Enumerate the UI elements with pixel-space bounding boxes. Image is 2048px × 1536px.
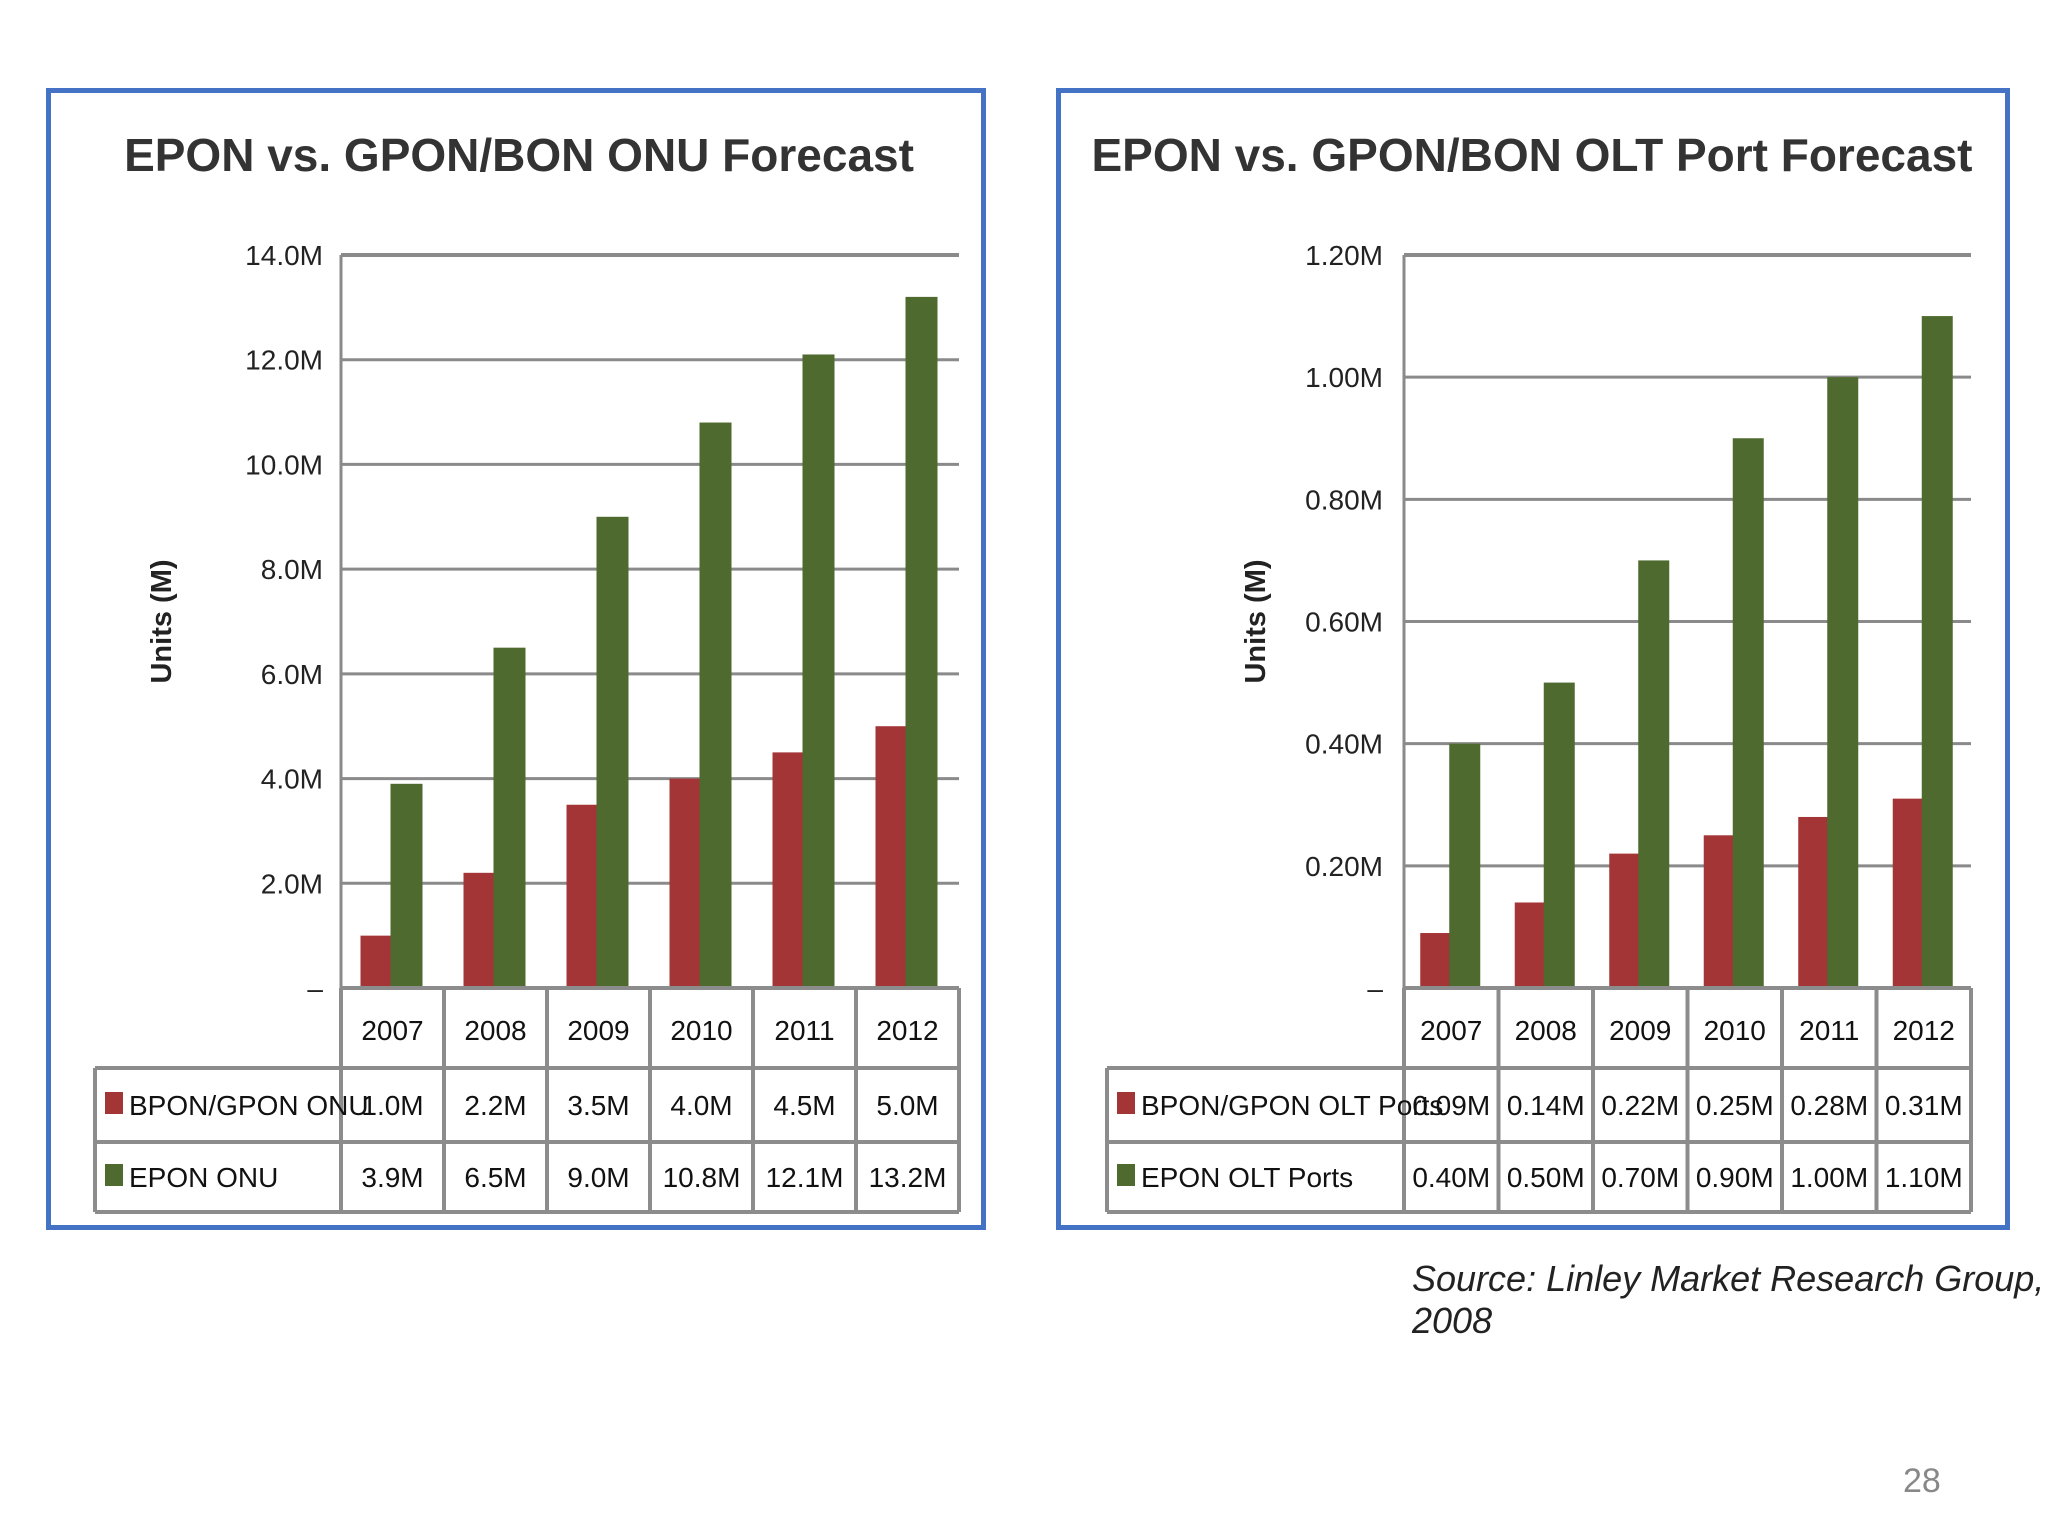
olt-category-label: 2008 [1515,1015,1577,1046]
olt-data-label: 1.10M [1885,1162,1963,1193]
onu-bar-series1-2010 [669,778,702,988]
olt-data-label: 0.50M [1507,1162,1585,1193]
olt-bar-series1-2007 [1420,933,1452,988]
onu-bar-series1-2007 [360,935,393,988]
onu-data-label: 10.8M [663,1162,741,1193]
olt-ytick-label: 0.60M [1305,607,1383,638]
olt-category-label: 2011 [1799,1015,1859,1046]
onu-ytick-label: 10.0M [245,449,323,480]
onu-data-label: 1.0M [361,1090,423,1121]
olt-data-label: 0.70M [1601,1162,1679,1193]
olt-legend-label: BPON/GPON OLT Ports [1141,1090,1443,1121]
olt-port-forecast-chart: EPON vs. GPON/BON OLT Port Forecast – 0.20… [1092,129,1973,1214]
onu-category-label: 2010 [670,1015,732,1046]
onu-data-label: 9.0M [567,1162,629,1193]
onu-ytick-label: 14.0M [245,240,323,271]
onu-legend-swatch-series2 [105,1164,123,1186]
onu-bar-series2-2012 [905,296,938,988]
onu-category-label: 2007 [361,1015,423,1046]
onu-ytick-label: 8.0M [261,554,323,585]
olt-bar-series2-2009 [1638,560,1670,988]
olt-ytick-label: – [1367,973,1383,1004]
onu-bar-series1-2011 [772,752,805,988]
olt-data-label: 0.09M [1412,1090,1490,1121]
olt-bar-series2-2012 [1921,316,1953,988]
olt-data-label: 0.14M [1507,1090,1585,1121]
olt-ytick-label: 1.20M [1305,240,1383,271]
onu-ytick-label: 12.0M [245,345,323,376]
onu-data-label: 3.5M [567,1090,629,1121]
onu-data-label: 3.9M [361,1162,423,1193]
onu-legend-label: EPON ONU [129,1162,278,1193]
olt-ytick-label: 0.40M [1305,729,1383,760]
olt-chart-title: EPON vs. GPON/BON OLT Port Forecast [1092,129,1973,181]
olt-data-label: 0.25M [1696,1090,1774,1121]
onu-bar-series2-2011 [802,354,835,988]
olt-ytick-label: 1.00M [1305,362,1383,393]
onu-data-label: 5.0M [876,1090,938,1121]
onu-chart-title: EPON vs. GPON/BON ONU Forecast [124,129,914,181]
olt-data-label: 0.22M [1601,1090,1679,1121]
olt-data-label: 1.00M [1790,1162,1868,1193]
onu-data-label: 2.2M [464,1090,526,1121]
olt-ytick-label: 0.20M [1305,851,1383,882]
olt-legend-swatch-series1 [1117,1092,1135,1114]
onu-data-label: 4.5M [773,1090,835,1121]
olt-legend-swatch-series2 [1117,1164,1135,1186]
olt-data-label: 0.40M [1412,1162,1490,1193]
onu-legend-label: BPON/GPON ONU [129,1090,369,1121]
onu-bar-series1-2012 [875,726,908,988]
onu-bar-series2-2008 [493,647,526,988]
olt-bar-series1-2010 [1703,835,1735,988]
olt-data-label: 0.31M [1885,1090,1963,1121]
olt-bar-series1-2008 [1514,902,1546,988]
onu-data-label: 13.2M [869,1162,947,1193]
olt-data-label: 0.90M [1696,1162,1774,1193]
olt-legend-label: EPON OLT Ports [1141,1162,1353,1193]
olt-bar-series1-2009 [1609,853,1641,988]
olt-category-label: 2009 [1609,1015,1671,1046]
onu-bar-series1-2008 [463,872,496,988]
onu-category-label: 2008 [464,1015,526,1046]
onu-category-label: 2009 [567,1015,629,1046]
page-number: 28 [1903,1462,1941,1500]
onu-y-axis-title: Units (M) [146,559,178,683]
onu-bar-series1-2009 [566,804,599,988]
chart-panel-onu: EPON vs. GPON/BON ONU Forecast – 2.0M 4.0M 6… [46,88,986,1230]
onu-data-label: 6.5M [464,1162,526,1193]
chart-panel-olt: EPON vs. GPON/BON OLT Port Forecast – 0.20… [1056,88,2010,1230]
onu-ytick-label: 4.0M [261,764,323,795]
olt-ytick-label: 0.80M [1305,484,1383,515]
onu-bar-series2-2009 [596,516,629,988]
onu-ytick-label: – [307,973,323,1004]
onu-ytick-label: 2.0M [261,868,323,899]
olt-category-label: 2012 [1893,1015,1955,1046]
onu-category-label: 2012 [876,1015,938,1046]
olt-category-label: 2010 [1704,1015,1766,1046]
onu-legend-swatch-series1 [105,1092,123,1114]
olt-bar-series1-2011 [1798,816,1830,988]
olt-bar-series2-2007 [1449,743,1481,988]
onu-data-label: 12.1M [766,1162,844,1193]
olt-bar-series1-2012 [1892,798,1924,988]
onu-forecast-chart: EPON vs. GPON/BON ONU Forecast – 2.0M 4.0M 6… [93,129,961,1214]
olt-data-label: 0.28M [1790,1090,1868,1121]
onu-bar-series2-2010 [699,422,732,988]
olt-bar-series2-2011 [1827,377,1859,989]
onu-bar-series2-2007 [390,783,423,988]
olt-bar-series2-2010 [1732,438,1764,988]
olt-category-label: 2007 [1420,1015,1482,1046]
source-citation: Source: Linley Market Research Group, 20… [1412,1258,2045,1341]
olt-y-axis-title: Units (M) [1240,559,1272,683]
onu-category-label: 2011 [774,1015,834,1046]
onu-ytick-label: 6.0M [261,659,323,690]
onu-data-label: 4.0M [670,1090,732,1121]
olt-bar-series2-2008 [1543,682,1575,988]
